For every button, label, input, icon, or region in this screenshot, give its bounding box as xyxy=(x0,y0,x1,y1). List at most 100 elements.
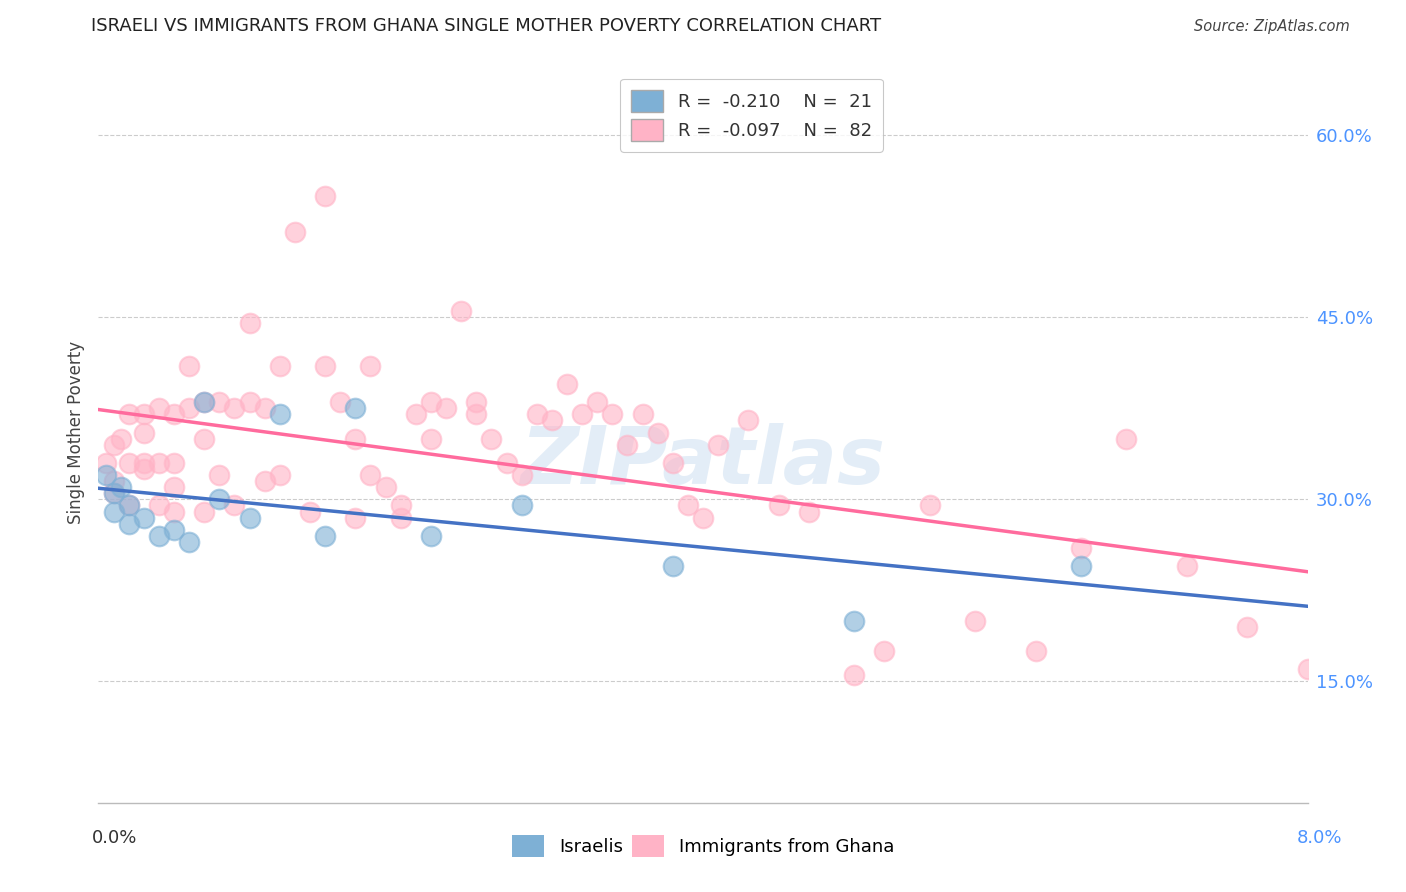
Point xyxy=(374,480,396,494)
Point xyxy=(193,395,215,409)
Point xyxy=(1236,620,1258,634)
Point xyxy=(193,432,215,446)
Point xyxy=(768,499,790,513)
Point xyxy=(179,359,201,373)
Point xyxy=(465,395,488,409)
Point xyxy=(360,359,382,373)
Text: ZIPatlas: ZIPatlas xyxy=(520,423,886,501)
Point xyxy=(224,499,246,513)
Point xyxy=(647,425,669,440)
Point xyxy=(707,438,730,452)
Point xyxy=(110,480,132,494)
Point xyxy=(616,438,638,452)
Point xyxy=(661,456,683,470)
Point xyxy=(284,225,307,239)
Point xyxy=(555,377,578,392)
Point xyxy=(737,413,759,427)
Point xyxy=(148,499,170,513)
Point xyxy=(253,401,276,416)
Point xyxy=(1175,559,1198,574)
Point xyxy=(239,510,262,524)
Point xyxy=(269,468,291,483)
Point xyxy=(118,456,141,470)
Point xyxy=(179,401,201,416)
Point xyxy=(269,408,291,422)
Point xyxy=(1115,432,1137,446)
Point xyxy=(965,614,987,628)
Point xyxy=(208,492,231,507)
Text: 8.0%: 8.0% xyxy=(1298,829,1343,847)
Point xyxy=(163,523,186,537)
Point xyxy=(253,474,276,488)
Point xyxy=(1025,644,1047,658)
Point xyxy=(540,413,562,427)
Point xyxy=(676,499,699,513)
Point xyxy=(526,408,548,422)
Point xyxy=(193,504,215,518)
Point xyxy=(510,499,533,513)
Point xyxy=(163,504,186,518)
Point xyxy=(299,504,322,518)
Point xyxy=(239,395,262,409)
Point xyxy=(420,395,443,409)
Point xyxy=(110,432,132,446)
Point xyxy=(344,510,367,524)
Point xyxy=(132,408,155,422)
Point xyxy=(132,510,155,524)
Point xyxy=(631,408,654,422)
Point xyxy=(571,408,593,422)
Point xyxy=(873,644,896,658)
Point xyxy=(844,614,866,628)
Point xyxy=(103,486,125,500)
Point xyxy=(118,499,141,513)
Y-axis label: Single Mother Poverty: Single Mother Poverty xyxy=(66,341,84,524)
Point xyxy=(389,499,412,513)
Point xyxy=(481,432,503,446)
Text: 0.0%: 0.0% xyxy=(91,829,136,847)
Point xyxy=(132,462,155,476)
Point xyxy=(163,456,186,470)
Point xyxy=(118,499,141,513)
Text: Source: ZipAtlas.com: Source: ZipAtlas.com xyxy=(1194,20,1350,34)
Point xyxy=(314,529,336,543)
Point xyxy=(1070,541,1092,555)
Point xyxy=(797,504,820,518)
Point xyxy=(103,438,125,452)
Point xyxy=(344,401,367,416)
Point xyxy=(329,395,352,409)
Point xyxy=(844,668,866,682)
Legend: Israelis, Immigrants from Ghana: Israelis, Immigrants from Ghana xyxy=(505,828,901,864)
Point xyxy=(314,189,336,203)
Point xyxy=(434,401,457,416)
Point xyxy=(132,456,155,470)
Point xyxy=(602,408,624,422)
Point xyxy=(918,499,941,513)
Point xyxy=(420,432,443,446)
Point xyxy=(94,456,117,470)
Point xyxy=(661,559,683,574)
Point xyxy=(360,468,382,483)
Point xyxy=(132,425,155,440)
Text: ISRAELI VS IMMIGRANTS FROM GHANA SINGLE MOTHER POVERTY CORRELATION CHART: ISRAELI VS IMMIGRANTS FROM GHANA SINGLE … xyxy=(91,17,882,35)
Point xyxy=(94,468,117,483)
Point xyxy=(163,408,186,422)
Point xyxy=(420,529,443,543)
Point xyxy=(1296,662,1319,676)
Point xyxy=(193,395,215,409)
Point xyxy=(465,408,488,422)
Point xyxy=(118,408,141,422)
Point xyxy=(239,317,262,331)
Point xyxy=(344,432,367,446)
Point xyxy=(163,480,186,494)
Point xyxy=(510,468,533,483)
Point xyxy=(118,516,141,531)
Point xyxy=(179,534,201,549)
Point xyxy=(103,474,125,488)
Point xyxy=(148,529,170,543)
Point xyxy=(495,456,517,470)
Point xyxy=(103,486,125,500)
Point xyxy=(1070,559,1092,574)
Point xyxy=(103,504,125,518)
Point xyxy=(314,359,336,373)
Point xyxy=(148,401,170,416)
